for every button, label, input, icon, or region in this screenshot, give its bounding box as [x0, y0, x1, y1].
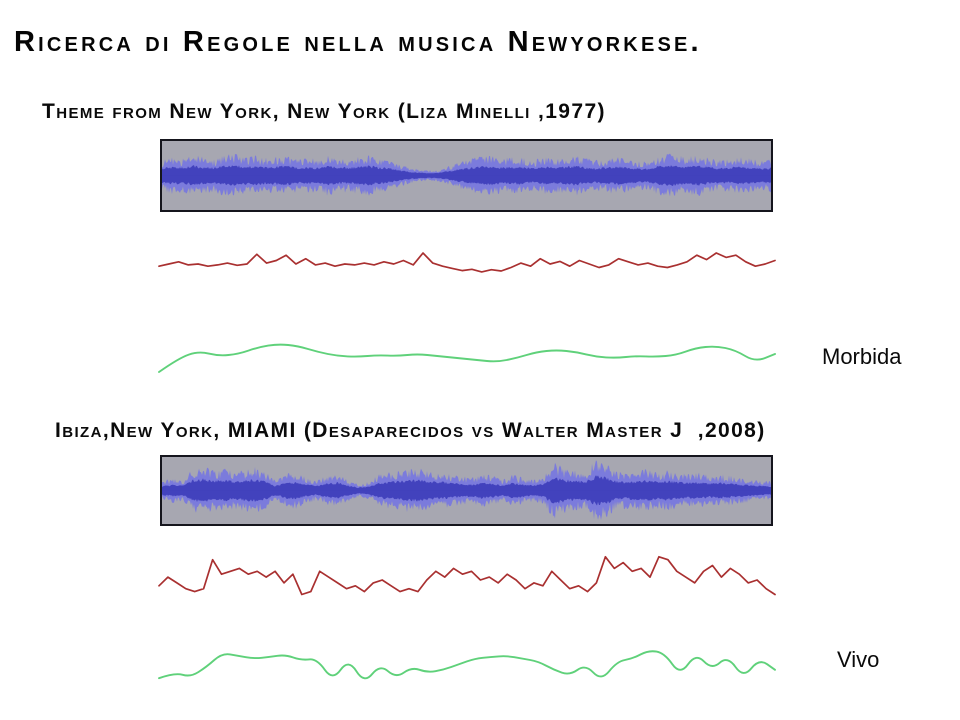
- red-envelope-curve-2: [158, 555, 776, 596]
- red-envelope-curve-1: [158, 252, 776, 273]
- section2-caption: Ibiza,New York, MIAMI (Desaparecidos vs …: [55, 419, 766, 442]
- style-label-morbida: Morbida: [822, 344, 902, 369]
- slide-title: Ricerca di Regole nella musica Newyorkes…: [14, 26, 702, 58]
- waveform-svg-1: [162, 153, 771, 197]
- green-smooth-curve-2: [158, 650, 776, 680]
- audio-waveform-image-1: [160, 139, 773, 212]
- section1-caption: Theme from New York, New York (Liza Mine…: [42, 100, 606, 123]
- green-smooth-curve-1: [158, 343, 776, 373]
- style-label-vivo: Vivo: [837, 647, 880, 672]
- audio-waveform-image-2: [160, 455, 773, 526]
- waveform-svg-2: [162, 460, 771, 520]
